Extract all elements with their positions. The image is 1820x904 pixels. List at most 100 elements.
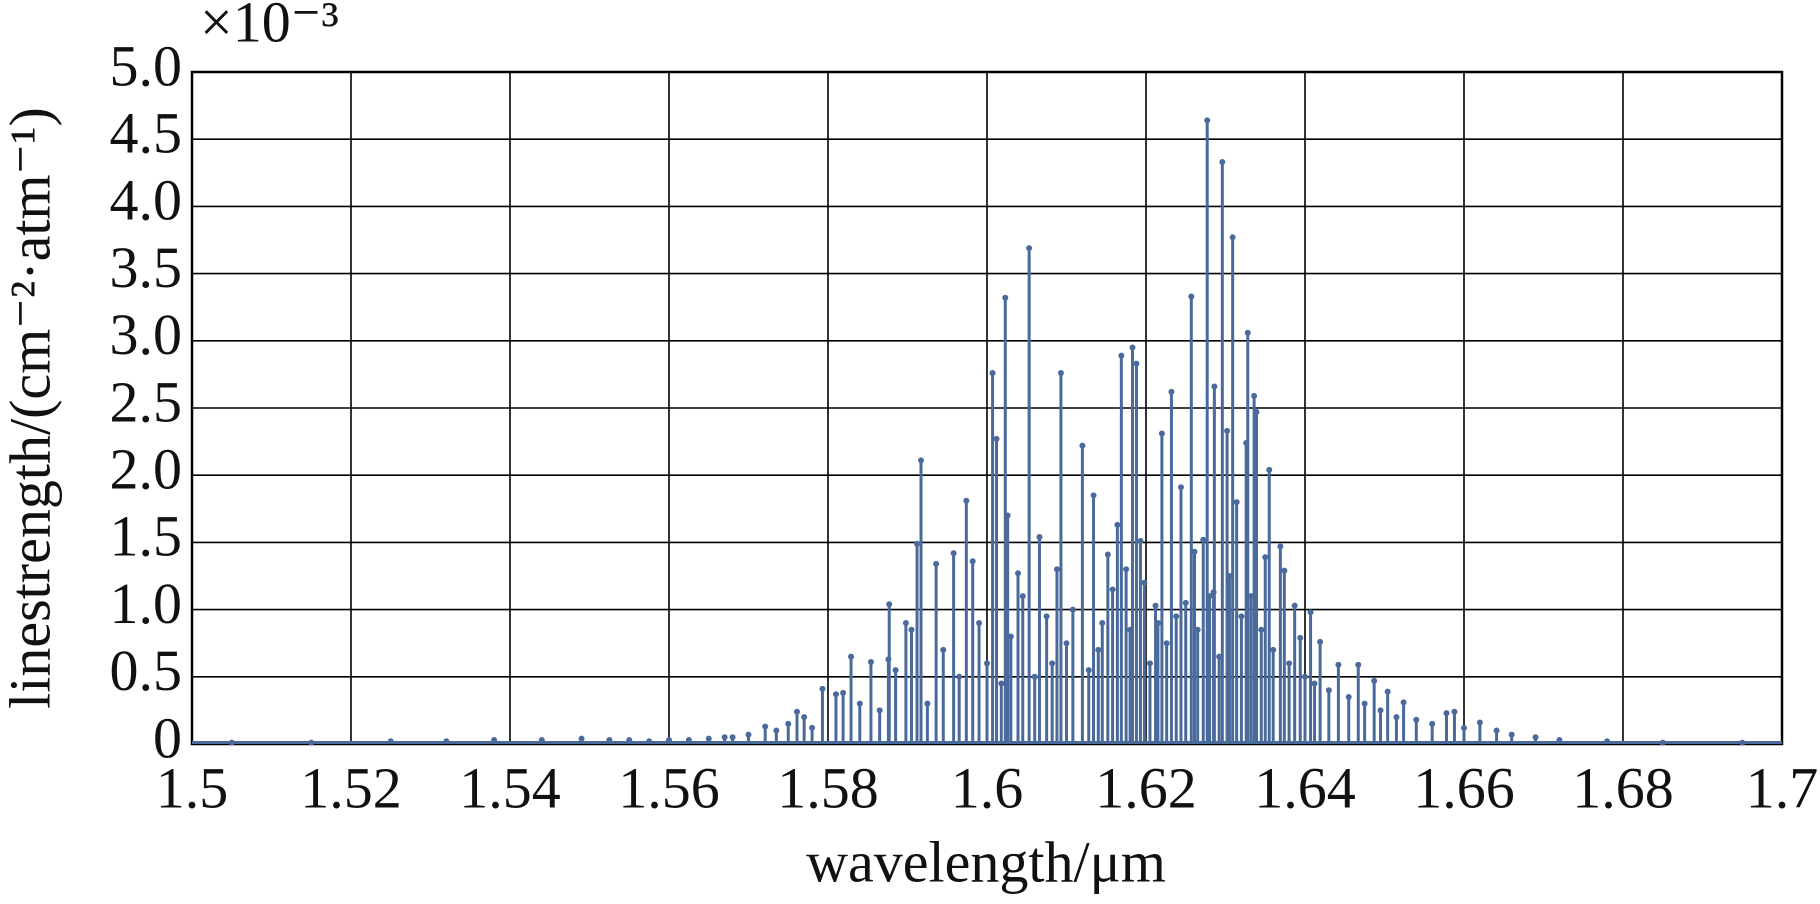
stem-marker bbox=[809, 724, 816, 731]
stem-marker bbox=[1079, 442, 1086, 449]
stem-marker bbox=[1233, 499, 1240, 506]
stem-marker bbox=[1556, 736, 1563, 743]
stem-marker bbox=[762, 723, 769, 730]
stem-marker bbox=[1238, 613, 1245, 620]
stem-marker bbox=[1451, 708, 1458, 715]
stem-marker bbox=[848, 653, 855, 660]
stem-marker bbox=[819, 685, 826, 692]
stem-marker bbox=[443, 738, 450, 745]
stem-marker bbox=[1307, 609, 1314, 616]
x-tick-label: 1.6 bbox=[951, 755, 1024, 820]
stem-marker bbox=[918, 457, 925, 464]
stem-marker bbox=[1053, 566, 1060, 573]
stem-marker bbox=[989, 370, 996, 377]
stem-marker bbox=[1036, 534, 1043, 541]
stem-marker bbox=[1206, 593, 1213, 600]
y-tick-label: 3.0 bbox=[110, 302, 183, 367]
stem-marker bbox=[832, 691, 839, 698]
x-tick-label: 1.62 bbox=[1095, 755, 1197, 820]
stem-marker bbox=[1004, 512, 1011, 519]
stem-marker bbox=[984, 660, 990, 667]
stem-marker bbox=[963, 497, 970, 504]
stem-marker bbox=[1461, 724, 1467, 731]
x-tick-label: 1.54 bbox=[459, 755, 561, 820]
stem-marker bbox=[1090, 492, 1097, 499]
stem-marker bbox=[1317, 638, 1324, 645]
stem-marker bbox=[308, 739, 315, 746]
stem-marker bbox=[1200, 536, 1207, 543]
stem-marker bbox=[1104, 551, 1111, 558]
stem-marker bbox=[1133, 360, 1140, 367]
stem-marker bbox=[1335, 661, 1342, 668]
stem-marker bbox=[1204, 117, 1211, 124]
stem-marker bbox=[646, 738, 653, 745]
y-axis-label: linestrength/(cm⁻²·atm⁻¹) bbox=[0, 107, 62, 709]
stem-marker bbox=[1163, 640, 1170, 647]
stem-marker bbox=[705, 735, 712, 742]
stem-marker bbox=[538, 736, 545, 743]
stem-marker bbox=[793, 708, 800, 715]
stem-marker bbox=[1476, 719, 1483, 726]
stem-marker bbox=[1015, 570, 1022, 577]
stem-marker bbox=[1739, 739, 1746, 746]
stem-marker bbox=[1270, 646, 1277, 653]
stem-marker bbox=[1069, 606, 1076, 613]
stem-marker bbox=[1243, 439, 1250, 446]
stem-marker bbox=[1154, 620, 1161, 627]
stem-marker bbox=[785, 720, 792, 727]
stem-marker bbox=[1325, 687, 1332, 694]
stem-marker bbox=[1146, 660, 1153, 667]
stem-marker bbox=[1297, 634, 1304, 641]
y-tick-label: 2.0 bbox=[110, 437, 183, 502]
stem-marker bbox=[1031, 673, 1038, 680]
stem-marker bbox=[1063, 640, 1070, 647]
stem-marker bbox=[998, 680, 1005, 687]
stem-marker bbox=[1085, 667, 1092, 674]
stem-marker bbox=[1191, 548, 1198, 555]
stem-marker bbox=[876, 707, 883, 714]
stem-marker bbox=[1182, 599, 1189, 606]
stem-marker bbox=[1095, 646, 1102, 653]
stem-marker bbox=[1604, 738, 1611, 745]
stem-marker bbox=[1532, 734, 1539, 741]
stem-marker bbox=[1219, 159, 1226, 166]
stem-marker bbox=[1057, 370, 1064, 377]
stem-marker bbox=[956, 673, 963, 680]
stem-marker bbox=[1262, 554, 1269, 561]
stem-marker bbox=[1258, 626, 1265, 633]
stem-marker bbox=[886, 601, 893, 608]
stem-marker bbox=[1244, 329, 1251, 336]
stem-marker bbox=[1118, 352, 1125, 359]
stem-marker bbox=[1127, 626, 1134, 633]
axis-multiplier: ×10⁻³ bbox=[200, 0, 339, 54]
stem-marker bbox=[1210, 589, 1217, 596]
x-tick-label: 1.7 bbox=[1746, 755, 1819, 820]
stem-marker bbox=[892, 667, 899, 674]
stem-marker bbox=[1007, 633, 1014, 640]
stem-marker bbox=[1002, 294, 1009, 301]
stem-marker bbox=[1251, 392, 1258, 399]
stem-marker bbox=[856, 700, 863, 707]
stem-marker bbox=[933, 560, 940, 567]
stem-marker bbox=[1302, 673, 1308, 680]
stem-marker bbox=[721, 734, 728, 741]
stem-marker bbox=[1377, 707, 1384, 714]
stem-marker bbox=[1291, 602, 1298, 609]
stem-marker bbox=[1109, 586, 1116, 593]
stem-marker bbox=[1114, 521, 1121, 528]
x-axis-label: wavelength/μm bbox=[806, 829, 1166, 894]
stem-marker bbox=[1384, 688, 1391, 695]
stem-marker bbox=[1168, 388, 1175, 395]
y-tick-label: 0.5 bbox=[110, 638, 183, 703]
y-tick-label: 3.5 bbox=[110, 235, 183, 300]
stem-marker bbox=[976, 620, 983, 627]
stem-marker bbox=[606, 736, 613, 743]
stem-marker bbox=[228, 739, 235, 746]
stem-marker bbox=[387, 738, 394, 745]
stem-marker bbox=[1049, 660, 1056, 667]
y-tick-label: 5.0 bbox=[110, 33, 183, 98]
stem-marker bbox=[1345, 693, 1352, 700]
stem-marker bbox=[1355, 661, 1362, 668]
stem-marker bbox=[578, 735, 585, 742]
